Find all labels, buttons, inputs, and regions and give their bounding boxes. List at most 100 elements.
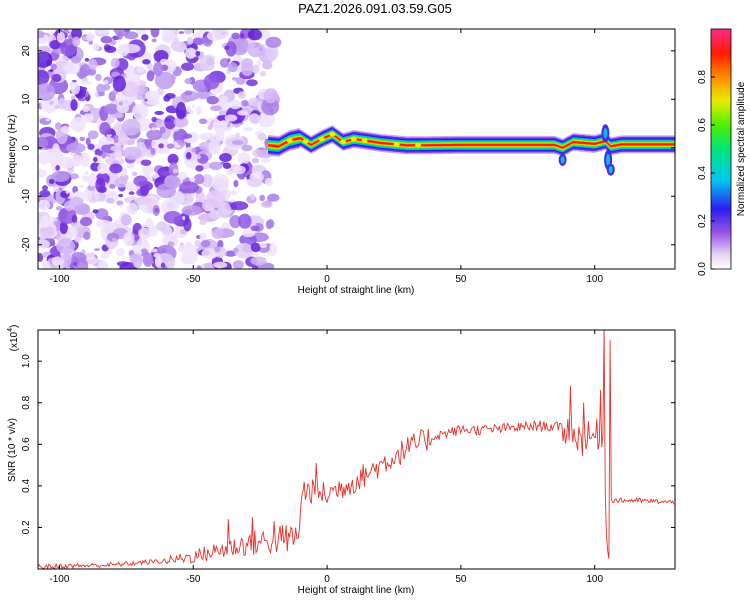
noise-speckle: [38, 137, 49, 150]
noise-speckle: [142, 165, 154, 175]
noise-speckle: [98, 136, 115, 145]
noise-speckle: [186, 105, 192, 113]
noise-speckle: [87, 130, 99, 140]
noise-speckle: [237, 91, 246, 100]
x-tick-label: 100: [586, 274, 603, 285]
noise-speckle: [66, 142, 86, 154]
snr-series-line: [38, 330, 675, 569]
noise-speckle: [124, 197, 132, 204]
noise-speckle: [126, 162, 135, 169]
noise-speckle: [92, 157, 98, 163]
ridge-knot: [329, 131, 336, 137]
noise-speckle: [237, 110, 249, 116]
noise-speckle: [154, 255, 163, 267]
noise-speckle: [56, 238, 76, 254]
noise-speckle: [230, 189, 237, 196]
noise-speckle: [164, 115, 177, 130]
noise-speckle: [209, 93, 216, 97]
noise-speckle: [182, 133, 193, 139]
noise-speckle: [165, 175, 181, 189]
noise-speckle: [70, 173, 79, 180]
noise-speckle: [178, 172, 187, 181]
noise-speckle: [80, 216, 93, 227]
noise-speckle: [261, 200, 273, 208]
noise-speckle: [136, 65, 145, 73]
noise-speckle: [213, 246, 221, 253]
noise-speckle: [110, 57, 120, 69]
noise-speckle: [97, 91, 105, 97]
y-tick-label: 20: [21, 45, 32, 57]
noise-speckle: [103, 103, 120, 115]
noise-speckle: [100, 253, 110, 259]
ridge-knot: [340, 139, 347, 145]
noise-speckle: [84, 58, 90, 62]
noise-speckle: [51, 73, 62, 83]
noise-speckle: [119, 43, 141, 54]
noise-speckle: [232, 165, 246, 175]
ridge-knot: [415, 142, 422, 148]
y-tick-label: 10: [21, 93, 32, 105]
noise-speckle: [82, 105, 90, 112]
y-tick-label: 0.4: [21, 478, 32, 492]
noise-speckle: [38, 51, 53, 68]
x-tick-label: -100: [49, 274, 69, 285]
noise-speckle: [150, 29, 160, 38]
ridge-band: [268, 133, 675, 149]
noise-speckle: [145, 145, 153, 150]
noise-speckle: [240, 33, 245, 39]
noise-speckle: [203, 73, 220, 90]
noise-speckle: [48, 178, 55, 185]
noise-speckle: [136, 29, 147, 35]
noise-speckle: [153, 252, 161, 258]
noise-speckle: [186, 36, 194, 45]
noise-speckle: [50, 241, 56, 247]
noise-speckle: [62, 252, 72, 268]
noise-speckle: [151, 127, 157, 131]
noise-speckle: [184, 78, 192, 85]
noise-speckle: [181, 205, 203, 216]
noise-speckle: [178, 31, 185, 34]
noise-speckle: [87, 173, 98, 187]
noise-speckle: [124, 29, 130, 33]
noise-speckle: [185, 151, 192, 160]
noise-speckle: [231, 32, 241, 40]
snr-exponent-label: (x104): [7, 325, 20, 352]
noise-speckle: [181, 250, 198, 265]
noise-speckle: [183, 217, 192, 232]
noise-speckle: [70, 56, 82, 64]
snr-frame: [37, 329, 676, 570]
noise-speckle: [116, 248, 125, 257]
noise-speckle: [142, 59, 151, 65]
noise-speckle: [72, 36, 81, 47]
noise-speckle: [215, 130, 225, 142]
noise-speckle: [55, 165, 61, 171]
noise-speckle: [88, 58, 98, 70]
noise-speckle: [185, 47, 196, 59]
noise-speckle: [159, 126, 166, 134]
noise-speckle: [114, 177, 128, 188]
noise-speckle: [197, 89, 213, 100]
noise-speckle: [259, 70, 267, 77]
noise-speckle: [64, 226, 79, 239]
noise-speckle: [84, 187, 93, 201]
noise-speckle: [230, 198, 235, 203]
noise-speckle: [39, 189, 51, 198]
y-tick-label: -10: [21, 189, 32, 204]
noise-speckle: [247, 29, 263, 41]
noise-speckle: [93, 248, 100, 251]
noise-speckle: [73, 202, 91, 215]
noise-speckle: [146, 129, 163, 141]
noise-speckle: [129, 195, 136, 200]
noise-speckle: [126, 202, 139, 215]
noise-speckle: [250, 225, 260, 232]
noise-speckle: [233, 247, 239, 254]
noise-speckle: [118, 193, 124, 198]
ridge-knot: [286, 138, 293, 143]
x-tick-label: 50: [455, 274, 467, 285]
noise-speckle: [195, 191, 206, 202]
noise-speckle: [234, 243, 254, 259]
noise-speckle: [142, 93, 146, 99]
noise-speckle: [239, 233, 257, 246]
noise-speckle: [39, 117, 52, 125]
noise-speckle: [151, 116, 157, 123]
